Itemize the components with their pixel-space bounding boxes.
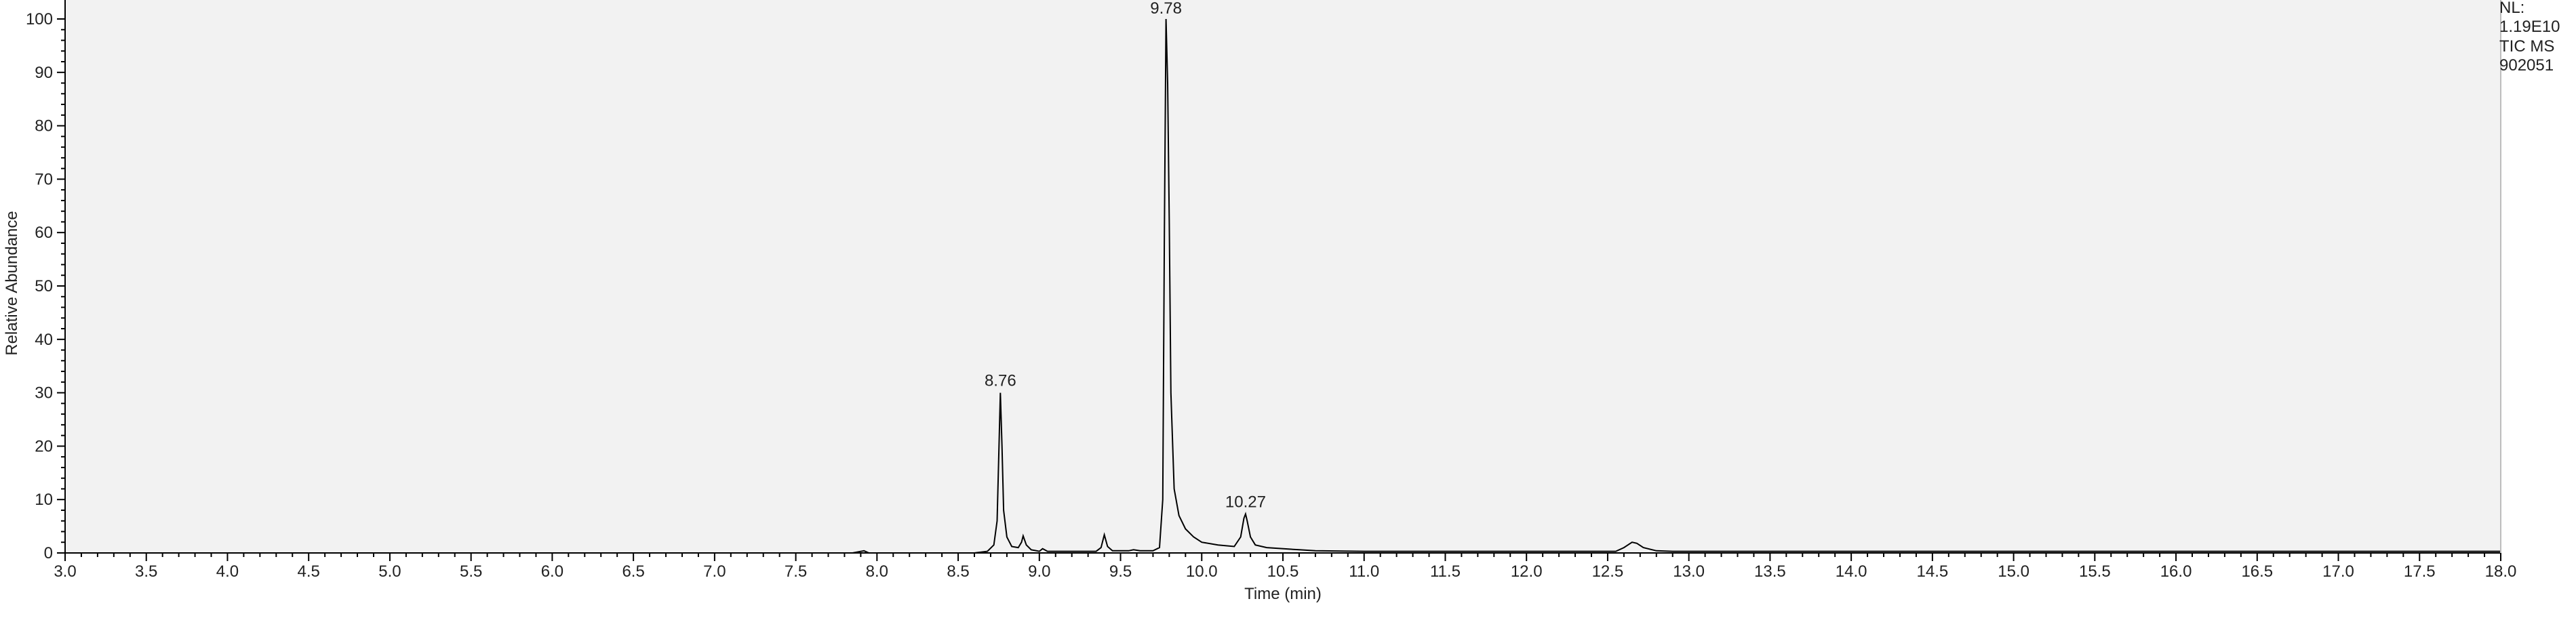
peak-label: 9.78	[1150, 0, 1182, 18]
y-tick-label: 30	[35, 384, 53, 403]
x-tick-label: 15.5	[2079, 562, 2111, 581]
nl-value: 1.19E10	[2499, 18, 2560, 36]
y-tick-label: 20	[35, 437, 53, 455]
x-tick-label: 18.0	[2485, 562, 2517, 581]
x-tick-label: 6.0	[541, 562, 563, 581]
x-tick-label: 11.0	[1349, 562, 1379, 581]
peak-label: 10.27	[1225, 493, 1266, 511]
x-tick-label: 15.0	[1998, 562, 2029, 581]
x-tick-label: 9.5	[1109, 562, 1132, 581]
y-tick-label: 100	[26, 10, 53, 28]
x-tick-label: 4.5	[298, 562, 320, 581]
y-tick-label: 70	[35, 170, 53, 188]
scan-filter-label: TIC MS	[2499, 37, 2554, 56]
x-tick-label: 10.0	[1186, 562, 1218, 581]
x-tick-label: 5.5	[460, 562, 482, 581]
x-tick-label: 14.5	[1917, 562, 1949, 581]
nl-label: NL:	[2499, 0, 2524, 17]
x-tick-label: 7.0	[703, 562, 726, 581]
x-tick-label: 7.5	[785, 562, 807, 581]
x-tick-label: 12.5	[1592, 562, 1624, 581]
x-tick-label: 4.0	[216, 562, 239, 581]
x-tick-label: 3.5	[135, 562, 157, 581]
x-tick-label: 5.0	[378, 562, 401, 581]
x-axis-title: Time (min)	[1244, 585, 1322, 603]
x-tick-label: 13.5	[1754, 562, 1786, 581]
tic-trace-line	[65, 18, 2501, 554]
y-tick-label: 50	[35, 277, 53, 295]
sample-id: 902051	[2499, 56, 2554, 75]
x-tick-label: 9.0	[1028, 562, 1050, 581]
y-tick-label: 0	[44, 544, 53, 562]
x-axis-ticks: 3.0 3.5 4.0 4.5 5.0 5.5 6.0 6.5 7.0 7.5 8.0 8.5 9.0 9…	[54, 553, 2516, 581]
x-tick-label: 12.0	[1511, 562, 1543, 581]
plot-area	[65, 0, 2501, 553]
y-tick-label: 90	[35, 64, 53, 82]
x-tick-label: 13.0	[1673, 562, 1705, 581]
x-tick-label: 3.0	[54, 562, 76, 581]
y-tick-label: 10	[35, 491, 53, 509]
x-tick-label: 16.5	[2241, 562, 2273, 581]
x-tick-label: 17.0	[2322, 562, 2354, 581]
peak-label: 8.76	[985, 372, 1016, 390]
y-axis-ticks: 0 10 20 30 40 50 60 70 80 90 100	[26, 10, 65, 562]
x-tick-label: 14.0	[1836, 562, 1867, 581]
x-tick-label: 6.5	[622, 562, 644, 581]
peak-labels: 8.76 9.78 10.27	[985, 0, 1266, 511]
x-tick-label: 11.5	[1430, 562, 1461, 581]
y-tick-label: 80	[35, 117, 53, 136]
x-tick-label: 8.0	[866, 562, 888, 581]
y-tick-label: 40	[35, 331, 53, 349]
x-tick-label: 8.5	[947, 562, 969, 581]
x-tick-label: 10.5	[1267, 562, 1299, 581]
y-tick-label: 60	[35, 224, 53, 242]
y-axis-title: Relative Abundance	[3, 211, 21, 356]
x-tick-label: 16.0	[2160, 562, 2192, 581]
x-tick-label: 17.5	[2404, 562, 2436, 581]
